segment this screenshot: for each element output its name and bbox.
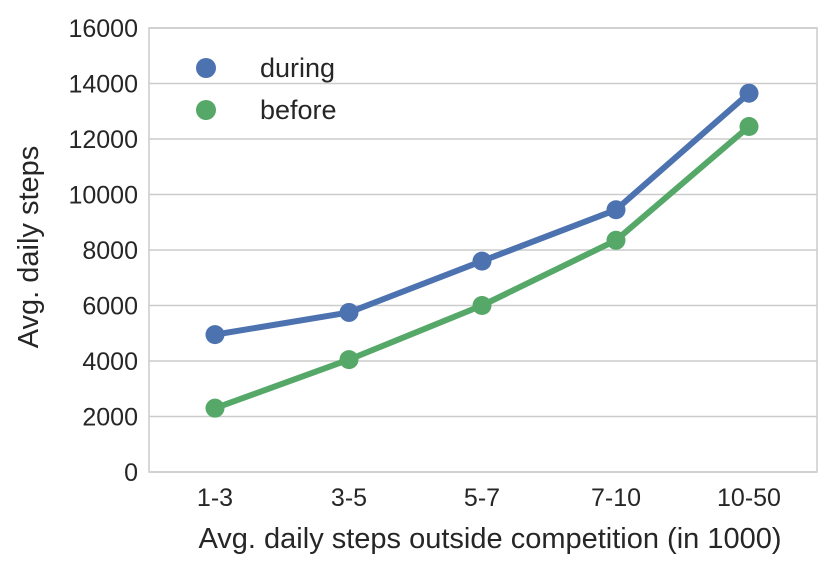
- y-tick-label: 16000: [68, 15, 138, 43]
- series-during: [205, 83, 759, 345]
- y-tick-label: 8000: [82, 237, 138, 265]
- y-tick-label: 0: [124, 459, 138, 487]
- data-point: [205, 325, 225, 345]
- legend-marker: [196, 100, 216, 120]
- y-tick-label: 10000: [68, 182, 138, 210]
- legend: during before: [196, 53, 337, 125]
- grid: [149, 27, 817, 473]
- y-axis-ticks: 0 2000 4000 6000 8000 10000 12000 14000 16000: [68, 15, 138, 487]
- data-point: [472, 296, 492, 315]
- x-tick-label: 7-10: [591, 484, 641, 512]
- x-axis-ticks: 1-3 3-5 5-7 7-10 10-50: [197, 484, 781, 512]
- data-point: [339, 350, 359, 370]
- y-tick-label: 6000: [82, 293, 138, 321]
- legend-marker: [196, 58, 216, 78]
- data-point: [205, 398, 225, 418]
- y-tick-label: 4000: [82, 348, 138, 376]
- y-tick-label: 2000: [82, 404, 138, 432]
- legend-label: during: [260, 53, 335, 83]
- data-point: [739, 117, 759, 137]
- x-tick-label: 10-50: [717, 484, 781, 512]
- y-axis-label: Avg. daily steps: [13, 146, 45, 349]
- legend-label: before: [260, 95, 337, 125]
- x-tick-label: 3-5: [331, 484, 367, 512]
- data-point: [606, 230, 626, 250]
- plot-frame: [148, 27, 818, 473]
- y-tick-label: 14000: [68, 71, 138, 99]
- x-tick-label: 1-3: [197, 484, 233, 512]
- x-axis-label: Avg. daily steps outside competition (in…: [198, 523, 781, 555]
- data-point: [339, 302, 359, 322]
- data-point: [606, 200, 626, 220]
- series: [205, 83, 759, 418]
- x-tick-label: 5-7: [464, 484, 500, 512]
- series-before: [205, 117, 759, 418]
- y-tick-label: 12000: [68, 126, 138, 154]
- data-point: [739, 83, 759, 103]
- data-point: [472, 251, 492, 271]
